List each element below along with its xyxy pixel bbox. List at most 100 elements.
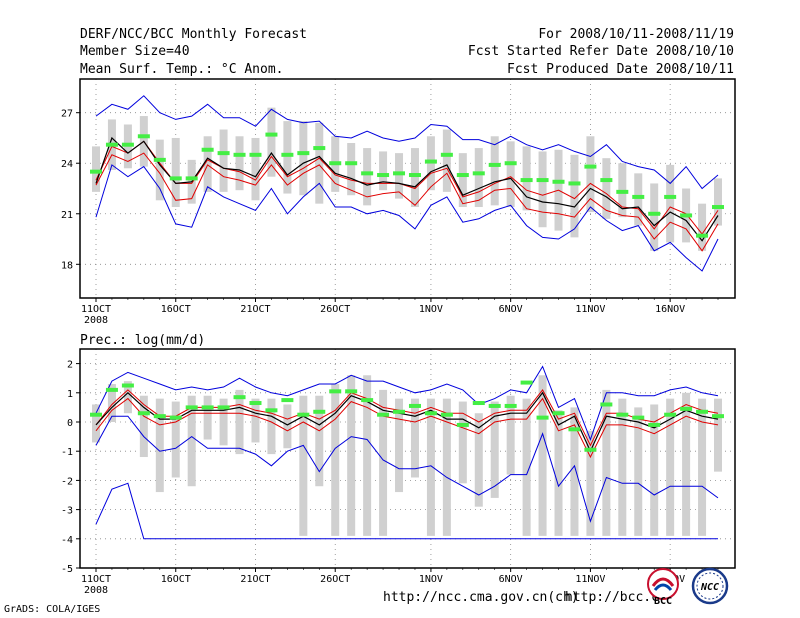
x-tick-label: 21OCT [240,574,270,585]
spread-box [107,384,116,422]
spread-box [602,389,611,536]
y-tick-label: 0 [67,418,73,429]
spread-box [602,158,611,219]
spread-box [698,398,707,536]
spread-box [299,395,308,536]
started-date: Fcst Started Refer Date 2008/10/10 [467,44,734,59]
spread-box [347,375,356,536]
observed-marker [361,171,374,176]
series-inner_upper [95,388,719,447]
x-tick-label: 1NOV [419,574,443,585]
spread-box [570,154,579,238]
observed-marker [345,389,358,394]
observed-marker [217,151,230,156]
observed-marker [520,178,533,183]
spread-box [395,153,404,199]
observed-marker [568,181,581,186]
observed-marker [712,205,724,210]
series-outer_lower [95,415,719,523]
spread-box [458,401,467,484]
y-tick-label: -5 [61,564,73,575]
observed-marker [632,194,645,199]
observed-marker [201,147,214,152]
spread-box [618,398,627,536]
x-tick-label: 6NOV [499,574,523,585]
temperature-frame [79,78,736,299]
spread-box [123,381,132,414]
observed-marker [408,173,421,178]
spread-box [634,407,643,536]
observed-marker [680,213,693,218]
spread-box [698,203,707,251]
spread-box [490,136,499,206]
spread-box [650,183,659,251]
observed-marker [217,405,230,410]
observed-marker [201,405,214,410]
spread-box [219,129,228,192]
x-year-label: 2008 [84,315,108,326]
y-tick-label: 27 [61,109,73,120]
observed-marker [488,403,501,408]
observed-marker [712,414,724,419]
observed-marker [105,387,118,392]
x-tick-label: 11NOV [575,304,605,315]
observed-marker [408,403,421,408]
spread-box [538,375,547,536]
spread-box [410,398,419,478]
spread-box [251,137,260,201]
x-tick-label: 6NOV [499,304,523,315]
x-tick-label: 11OCT [81,574,111,585]
bcc-url-link[interactable]: http://bcc.c [565,590,659,605]
spread-box [155,398,164,493]
observed-marker [552,179,565,184]
observed-marker [568,427,581,432]
spread-box [283,121,292,194]
series-median [95,391,719,453]
observed-marker [265,132,278,137]
observed-marker [233,152,246,157]
spread-box [203,395,212,440]
spread-box [283,404,292,449]
ncc-logo-text: NCC [700,582,719,593]
observed-marker [696,409,709,414]
spread-box [235,389,244,455]
observed-marker [664,412,677,417]
spread-box [426,398,435,536]
spread-box [395,398,404,493]
spread-box [522,398,531,536]
observed-marker [90,169,102,174]
observed-marker [249,401,262,406]
observed-marker [456,422,469,427]
observed-marker [600,178,613,183]
observed-marker [584,447,597,452]
observed-marker [249,152,262,157]
spread-box [506,141,515,208]
spread-box [379,151,388,191]
x-tick-label: 11OCT [81,304,111,315]
observed-marker [488,162,501,167]
observed-marker [440,152,453,157]
y-tick-label: -3 [61,506,73,517]
spread-box [155,139,164,201]
x-tick-label: 11NOV [575,574,605,585]
ncc-url-link[interactable]: http://ncc.cma.gov.cn(ch) [383,590,579,605]
bcc-logo-text: BCC [654,596,672,606]
y-tick-label: -2 [61,476,73,487]
x-year-label: 2008 [84,585,108,596]
spread-box [171,137,180,208]
y-tick-label: -1 [61,447,73,458]
series-median [95,136,719,242]
observed-marker [393,409,406,414]
spread-box [650,404,659,536]
precipitation-frame [79,348,736,569]
observed-marker [297,151,310,156]
observed-marker [345,161,358,166]
series-outer_lower [95,164,719,272]
observed-marker [90,412,102,417]
spread-box [554,410,563,536]
spread-box [203,136,212,192]
observed-marker [137,134,150,139]
spread-box [586,430,595,536]
observed-marker [536,178,549,183]
spread-box [442,398,451,536]
